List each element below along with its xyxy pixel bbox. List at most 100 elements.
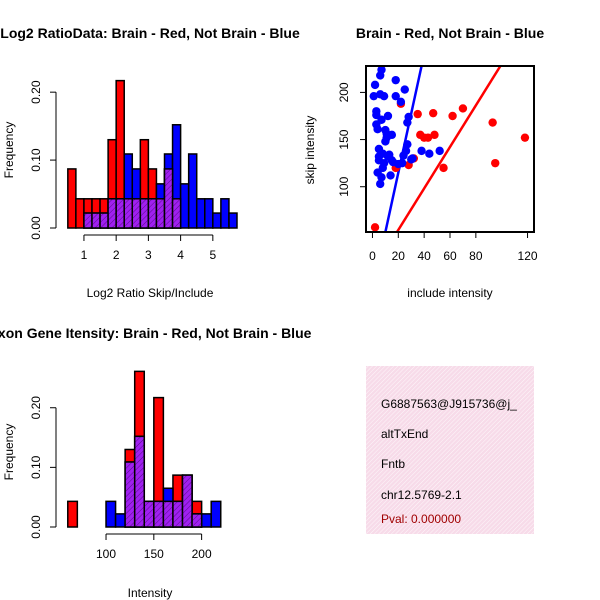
overlap-bar (153, 500, 165, 528)
chart-title: Exon Gene Itensity: Brain - Red, Not Bra… (0, 325, 312, 341)
not-brain-point (397, 158, 407, 168)
brain-point (370, 223, 380, 232)
not-brain-point (408, 154, 417, 163)
overlap-bar (124, 461, 136, 528)
y-tick-label: 0.20 (29, 80, 43, 104)
overlap-bar (163, 168, 174, 229)
x-tick-label: 150 (144, 547, 164, 561)
brain-point (448, 111, 457, 121)
overlap-bar (147, 198, 158, 229)
not-brain-bar (210, 500, 222, 528)
y-tick-label: 100 (337, 176, 351, 196)
brain-bar (75, 198, 85, 229)
exon-intensity-histogram: Exon Gene Itensity: Brain - Red, Not Bra… (0, 325, 312, 600)
overlap-bar (139, 198, 150, 229)
brain-fit-line (395, 66, 502, 232)
x-tick-label: 80 (469, 249, 483, 263)
not-brain-point (425, 149, 434, 158)
not-brain-point (377, 173, 386, 182)
x-tick-label: 20 (392, 249, 406, 263)
x-tick-label: 100 (96, 547, 116, 561)
y-tick-label: 0.00 (29, 216, 43, 240)
not-brain-bar (105, 500, 117, 528)
not-brain-point (376, 179, 385, 189)
brain-point (413, 109, 422, 119)
chart-title: Brain - Red, Not Brain - Blue (356, 25, 544, 41)
not-brain-point (396, 97, 406, 107)
not-brain-bar (220, 198, 230, 229)
y-axis-label: Frequency (2, 122, 16, 179)
brain-point (429, 108, 438, 118)
chart-title: Log2 RatioData: Brain - Red, Not Brain -… (0, 25, 300, 41)
not-brain-point (403, 140, 412, 149)
not-brain-point (379, 158, 389, 168)
axes: 1 2 3 4 5 0.00 0.10 0.20 (29, 80, 216, 262)
not-brain-point (404, 112, 413, 122)
not-brain-point (400, 85, 409, 94)
x-tick-label: 3 (145, 248, 152, 262)
x-axis-label: Intensity (128, 586, 173, 600)
brain-point (458, 104, 468, 113)
gene-name-text: Fntb (381, 457, 405, 471)
not-brain-bar (195, 198, 206, 229)
not-brain-bar (187, 153, 198, 229)
not-brain-point (379, 91, 389, 101)
overlap-bar (91, 212, 101, 229)
intensity-scatter-plot: Brain - Red, Not Brain - Blue include in… (303, 25, 544, 300)
overlap-bar (162, 500, 174, 528)
not-brain-point (377, 66, 386, 74)
location-text: chr12.5769-2.1 (381, 488, 462, 502)
pval-text: Pval: 0.000000 (381, 512, 461, 526)
histogram-bars (67, 79, 238, 229)
brain-point (491, 158, 500, 168)
not-brain-bar (228, 212, 238, 229)
not-brain-bar (204, 198, 214, 229)
info-panel-background (366, 366, 534, 534)
overlap-bar (107, 198, 117, 229)
brain-bar (67, 500, 79, 528)
brain-point (439, 163, 448, 173)
not-brain-point (387, 130, 397, 140)
axes: 0 20 40 60 80 120 100 150 200 (337, 65, 538, 263)
x-tick-label: 120 (518, 249, 538, 263)
y-tick-label: 0.10 (29, 148, 43, 172)
x-tick-label: 200 (192, 547, 212, 561)
brain-point (488, 118, 497, 127)
not-brain-point (373, 124, 382, 134)
not-brain-point (391, 75, 400, 85)
not-brain-bar (200, 513, 212, 528)
overlap-bar (181, 474, 193, 528)
not-brain-bar (212, 212, 222, 229)
event-type-text: altTxEnd (381, 427, 428, 441)
x-tick-label: 4 (177, 248, 184, 262)
y-axis-label: Frequency (2, 424, 16, 481)
overlap-bar (133, 435, 146, 528)
not-brain-point (401, 146, 411, 156)
overlap-bar (172, 500, 184, 528)
x-axis-label: Log2 Ratio Skip/Include (87, 286, 214, 300)
brain-point (423, 133, 433, 142)
scatter-points (369, 66, 530, 232)
overlap-bar (191, 513, 203, 528)
not-brain-point (383, 111, 393, 121)
y-tick-label: 0.20 (29, 396, 43, 420)
overlap-bar (115, 198, 125, 229)
not-brain-point (386, 171, 395, 180)
brain-point (430, 130, 439, 140)
log2-ratio-histogram: Log2 RatioData: Brain - Red, Not Brain -… (0, 25, 300, 300)
x-tick-label: 0 (369, 249, 376, 263)
overlap-bar (99, 212, 109, 229)
y-tick-label: 150 (337, 129, 351, 149)
x-axis-label: include intensity (407, 286, 492, 300)
not-brain-point (417, 146, 426, 156)
axes: 100 150 200 0.00 0.10 0.20 (29, 396, 212, 561)
overlap-bar (131, 198, 142, 229)
x-tick-label: 5 (209, 248, 216, 262)
overlap-bar (143, 500, 155, 528)
y-tick-label: 0.10 (29, 455, 43, 479)
overlap-bar (171, 198, 182, 229)
probe-id-text: G6887563@J915736@j_ (381, 397, 517, 411)
brain-bar (67, 168, 77, 229)
y-tick-label: 200 (337, 82, 351, 102)
